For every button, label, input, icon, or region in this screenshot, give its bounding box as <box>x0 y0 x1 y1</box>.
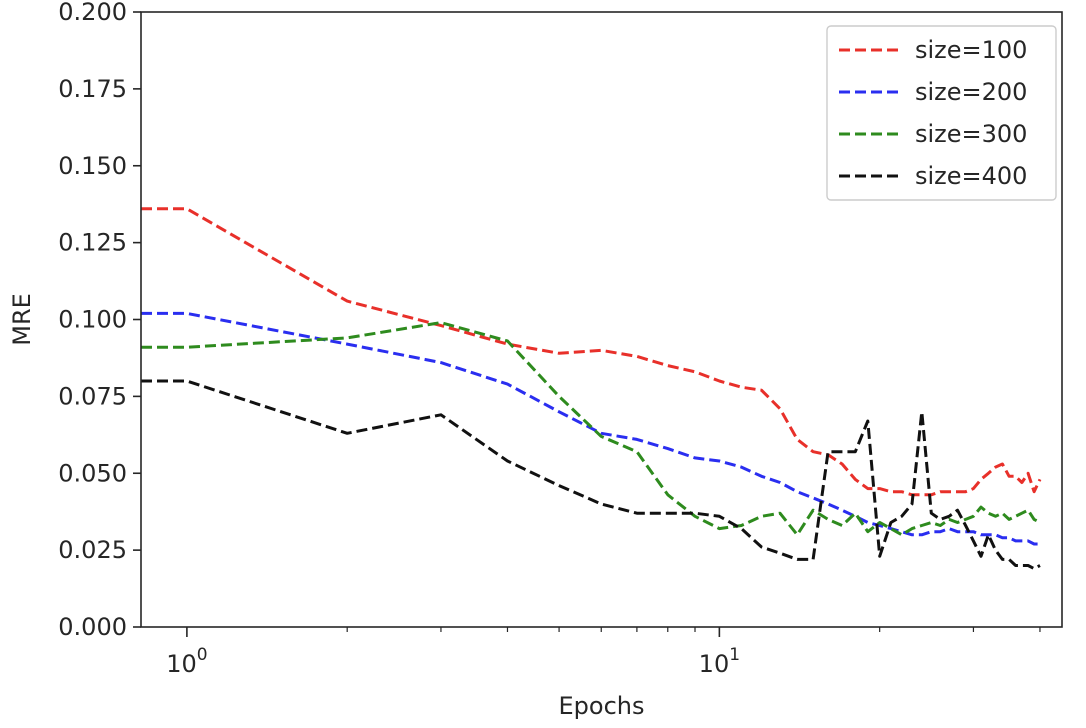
x-tick-label: 101 <box>699 645 740 678</box>
y-tick-label: 0.100 <box>58 306 127 334</box>
y-tick-label: 0.125 <box>58 229 127 257</box>
x-tick-label: 100 <box>166 645 207 678</box>
legend-entry-label: size=400 <box>915 162 1027 190</box>
x-axis: 100 101 <box>166 627 1041 678</box>
legend-entry-label: size=100 <box>915 36 1027 64</box>
series-line-2 <box>141 311 1040 546</box>
series-layer <box>141 207 1042 571</box>
y-tick-label: 0.025 <box>58 536 127 564</box>
legend-entry-label: size=200 <box>915 78 1027 106</box>
y-tick-label: 0.050 <box>58 459 127 487</box>
legend-entry-label: size=300 <box>915 120 1027 148</box>
y-tick-label: 0.000 <box>58 613 127 641</box>
x-axis-label: Epochs <box>559 692 645 720</box>
legend: size=100 size=200 size=300 size=400 <box>826 25 1057 201</box>
series-line-4 <box>141 379 1041 571</box>
series-line-1 <box>141 207 1042 497</box>
y-axis-label: MRE <box>8 293 36 346</box>
y-tick-label: 0.150 <box>58 152 127 180</box>
y-tick-label: 0.175 <box>58 75 127 103</box>
legend-box <box>826 25 1057 201</box>
y-axis: 0.000 0.025 0.050 0.075 0.100 0.125 0.150 0.175… <box>58 0 141 641</box>
y-tick-label: 0.075 <box>58 382 127 410</box>
y-tick-label: 0.200 <box>58 0 127 26</box>
series-line-3 <box>141 321 1041 537</box>
